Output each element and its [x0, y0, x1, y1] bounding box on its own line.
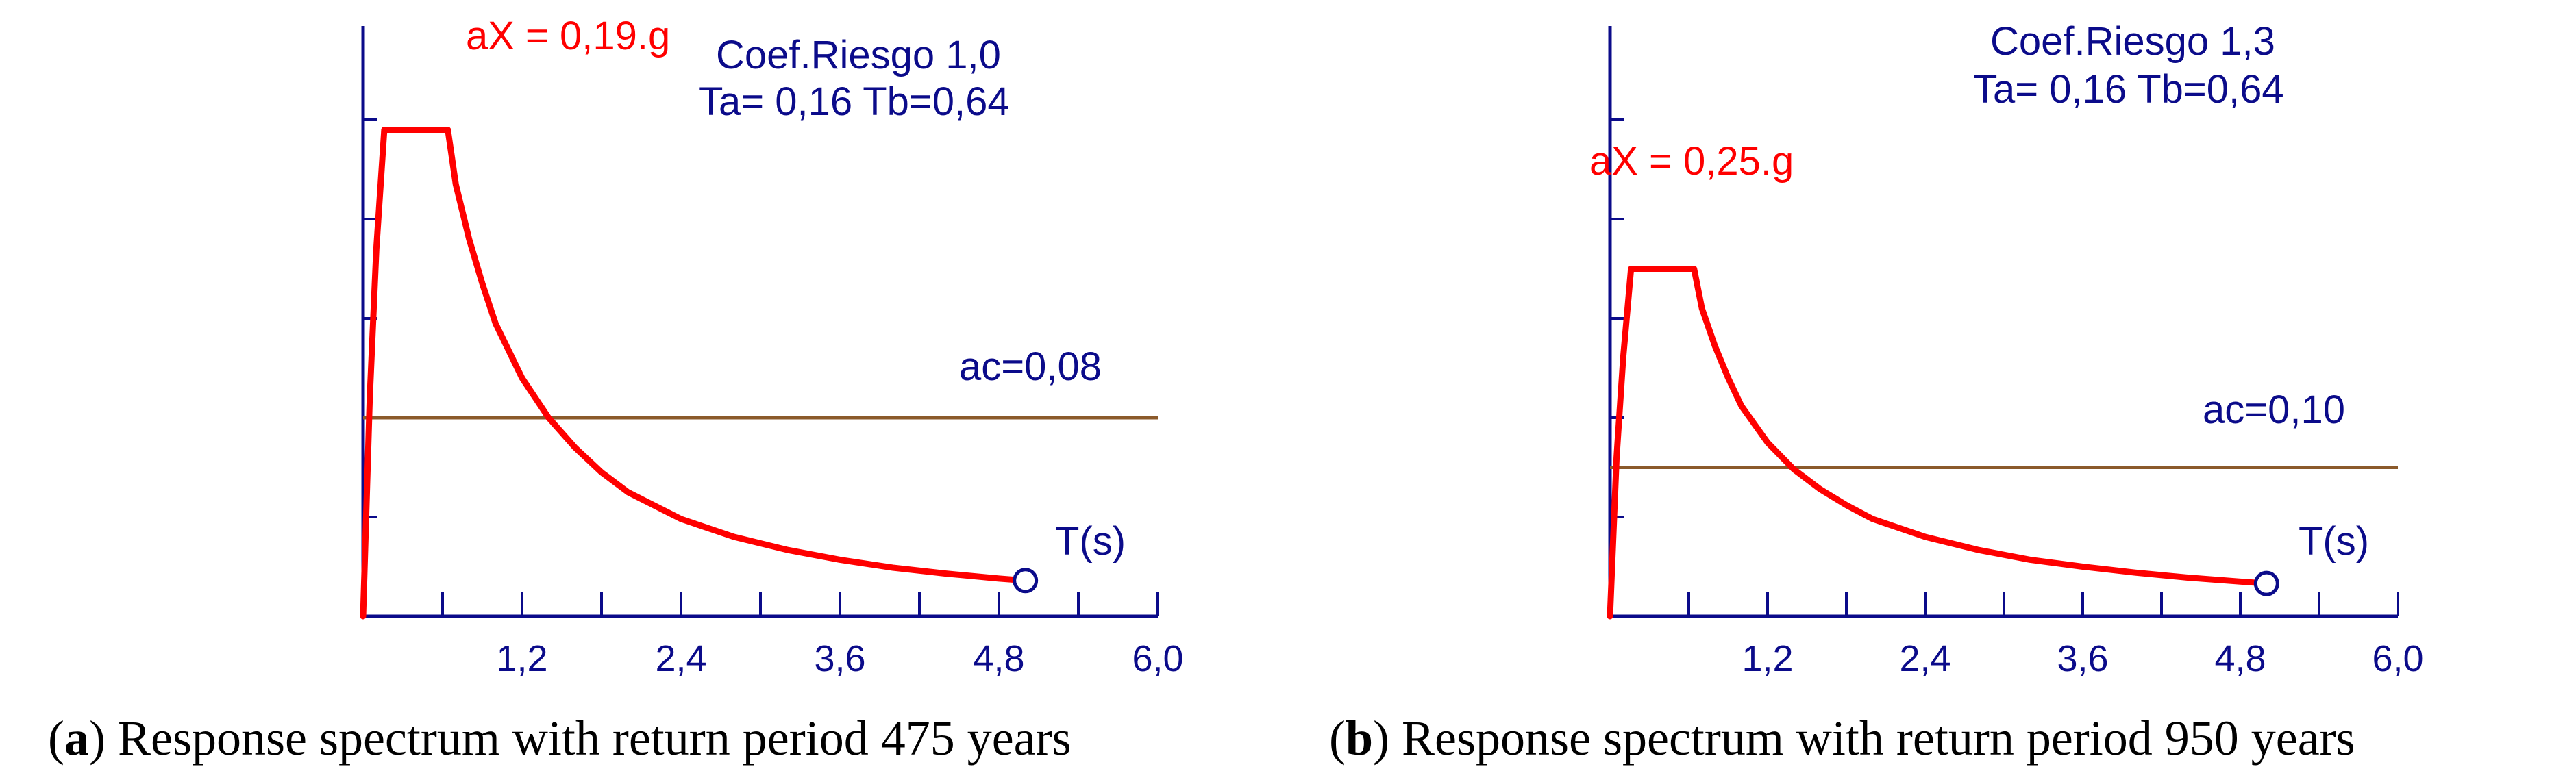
peak-label: aX = 0,25.g	[1589, 139, 1794, 184]
end-marker	[1013, 568, 1039, 594]
x-tick-label-3: 4,8	[973, 638, 1024, 679]
spectrum-curve	[360, 127, 1029, 620]
x-axis-label: T(s)	[1055, 519, 1126, 564]
response-spectrum-chart-b: 1,2 2,4 3,6 4,8 6,0 aX = 0,25.g Coef.Riesgo 1,…	[1589, 19, 2424, 679]
response-spectrum-chart-a: 1,2 2,4 3,6 4,8 6,0 aX = 0,19.g Coef.Riesgo 1,…	[360, 14, 1184, 679]
coef-label: Coef.Riesgo 1,0	[716, 33, 1001, 77]
x-tick-label-4: 6,0	[2372, 638, 2423, 679]
x-tick-label-0: 1,2	[1742, 638, 1793, 679]
coef-label: Coef.Riesgo 1,3	[1990, 19, 2275, 64]
chart-panel-a: 1,2 2,4 3,6 4,8 6,0 aX = 0,19.g Coef.Riesgo 1,…	[360, 14, 1184, 679]
chart-panel-b: 1,2 2,4 3,6 4,8 6,0 aX = 0,25.g Coef.Riesgo 1,…	[1288, 0, 2576, 782]
x-tick-label-2: 3,6	[2057, 638, 2108, 679]
caption-a-label: a	[64, 711, 89, 766]
caption-a: (a) Response spectrum with return period…	[48, 711, 1072, 766]
peak-label: aX = 0,19.g	[466, 14, 670, 58]
x-tick-label-4: 6,0	[1132, 638, 1183, 679]
x-tick-label-0: 1,2	[496, 638, 547, 679]
period-label: Ta= 0,16 Tb=0,64	[699, 79, 1010, 124]
threshold-label: ac=0,10	[2203, 388, 2345, 432]
spectrum-curve	[1607, 266, 2270, 620]
caption-a-text: Response spectrum with return period 475…	[117, 711, 1072, 766]
caption-b-label: b	[1345, 711, 1374, 766]
caption-b-text: Response spectrum with return period 950…	[1402, 711, 2355, 766]
x-tick-label-2: 3,6	[814, 638, 865, 679]
period-label: Ta= 0,16 Tb=0,64	[1973, 67, 2284, 112]
end-marker	[2253, 570, 2279, 596]
x-tick-label-1: 2,4	[655, 638, 706, 679]
x-tick-label-3: 4,8	[2214, 638, 2266, 679]
threshold-label: ac=0,08	[959, 344, 1102, 389]
x-axis-label: T(s)	[2299, 519, 2369, 564]
caption-b: (b) Response spectrum with return period…	[1329, 711, 2355, 766]
x-tick-label-1: 2,4	[1899, 638, 1950, 679]
